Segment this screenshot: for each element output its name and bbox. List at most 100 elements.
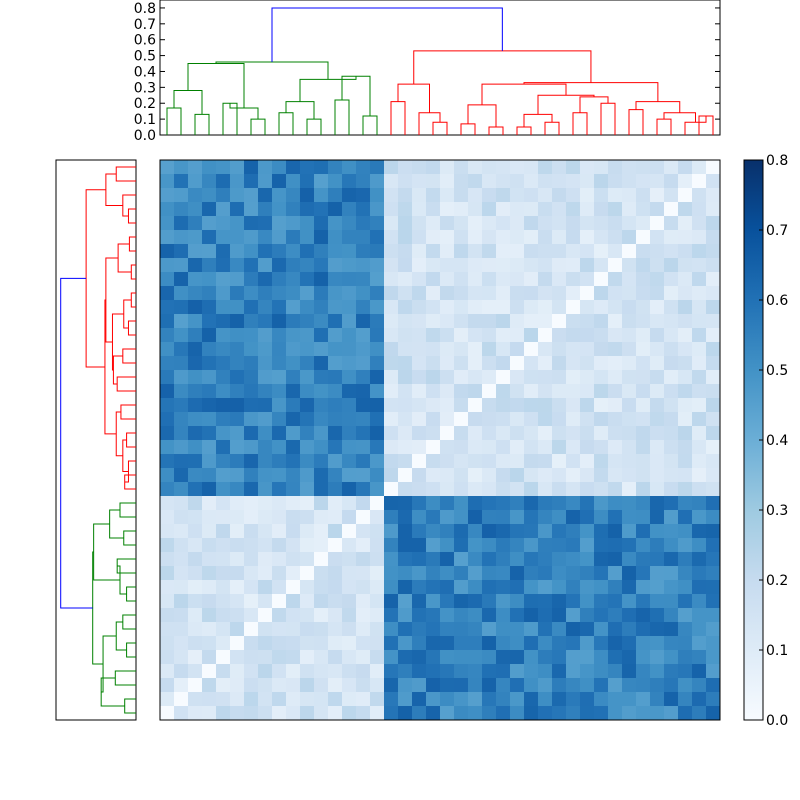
heatmap-cell — [552, 706, 567, 721]
heatmap-cell — [468, 594, 483, 609]
heatmap-cell — [244, 622, 259, 637]
heatmap-cell — [370, 454, 385, 469]
heatmap-cells — [160, 160, 721, 721]
heatmap-cell — [580, 580, 595, 595]
heatmap-cell — [174, 202, 189, 217]
heatmap-cell — [286, 440, 301, 455]
heatmap-cell — [174, 244, 189, 259]
heatmap-cell — [678, 706, 693, 721]
heatmap-cell — [440, 692, 455, 707]
heatmap-cell — [286, 384, 301, 399]
top-dendrogram-link — [460, 123, 476, 135]
heatmap-cell — [272, 188, 287, 203]
heatmap-cell — [468, 370, 483, 385]
heatmap-cell — [524, 622, 539, 637]
heatmap-cell — [524, 566, 539, 581]
heatmap-cell — [496, 538, 511, 553]
heatmap-cell — [286, 412, 301, 427]
heatmap-cell — [650, 426, 665, 441]
heatmap-cell — [384, 552, 399, 567]
heatmap-cell — [482, 440, 497, 455]
heatmap-cell — [510, 272, 525, 287]
heatmap-cell — [678, 398, 693, 413]
heatmap-cell — [482, 244, 497, 259]
heatmap-cell — [426, 398, 441, 413]
heatmap-cell — [608, 160, 623, 175]
heatmap-cell — [314, 202, 329, 217]
heatmap-cell — [650, 272, 665, 287]
left-dendrogram-link — [126, 586, 136, 602]
heatmap-cell — [566, 608, 581, 623]
left-dendrogram-link — [122, 194, 136, 217]
heatmap-cell — [174, 622, 189, 637]
heatmap-cell — [552, 636, 567, 651]
heatmap-cell — [328, 468, 343, 483]
heatmap-cell — [650, 538, 665, 553]
heatmap-cell — [174, 454, 189, 469]
heatmap-cell — [188, 300, 203, 315]
heatmap-cell — [286, 174, 301, 189]
heatmap-cell — [608, 412, 623, 427]
heatmap-cell — [454, 370, 469, 385]
top-dendrogram-link — [432, 121, 448, 135]
heatmap-cell — [566, 202, 581, 217]
top-dendrogram-link — [173, 90, 203, 115]
heatmap-cell — [244, 650, 259, 665]
heatmap-cell — [510, 454, 525, 469]
heatmap-cell — [594, 594, 609, 609]
heatmap-cell — [300, 538, 315, 553]
heatmap-cell — [608, 692, 623, 707]
heatmap-cell — [440, 426, 455, 441]
heatmap-cell — [524, 174, 539, 189]
heatmap-cell — [342, 258, 357, 273]
heatmap-cell — [160, 426, 175, 441]
heatmap-cell — [356, 650, 371, 665]
heatmap-cell — [496, 510, 511, 525]
heatmap-cell — [398, 552, 413, 567]
heatmap-cell — [342, 216, 357, 231]
heatmap-cell — [454, 650, 469, 665]
heatmap-cell — [314, 230, 329, 245]
heatmap-cell — [244, 412, 259, 427]
heatmap-cell — [412, 636, 427, 651]
heatmap-cell — [552, 594, 567, 609]
heatmap-cell — [468, 706, 483, 721]
heatmap-cell — [342, 328, 357, 343]
heatmap-cell — [160, 160, 175, 175]
heatmap-cell — [692, 272, 707, 287]
heatmap-cell — [706, 454, 721, 469]
heatmap-cell — [580, 482, 595, 497]
heatmap-cell — [580, 398, 595, 413]
heatmap-cell — [286, 454, 301, 469]
heatmap-cell — [216, 636, 231, 651]
heatmap-cell — [384, 594, 399, 609]
heatmap-cell — [454, 202, 469, 217]
left-dendrogram-link — [122, 614, 136, 630]
heatmap-cell — [594, 650, 609, 665]
heatmap-cell — [286, 328, 301, 343]
heatmap-cell — [258, 300, 273, 315]
heatmap-cell — [160, 608, 175, 623]
heatmap-cell — [538, 300, 553, 315]
heatmap-cell — [496, 412, 511, 427]
heatmap-cell — [174, 496, 189, 511]
heatmap-cell — [706, 622, 721, 637]
heatmap-cell — [370, 692, 385, 707]
heatmap-cell — [216, 356, 231, 371]
heatmap-cell — [538, 706, 553, 721]
heatmap-cell — [650, 552, 665, 567]
heatmap-cell — [440, 342, 455, 357]
heatmap-cell — [454, 510, 469, 525]
heatmap-cell — [244, 636, 259, 651]
heatmap-cell — [356, 426, 371, 441]
heatmap-cell — [454, 188, 469, 203]
heatmap-cell — [188, 440, 203, 455]
heatmap-cell — [314, 258, 329, 273]
heatmap-cell — [314, 440, 329, 455]
heatmap-cell — [272, 482, 287, 497]
heatmap-cell — [398, 216, 413, 231]
heatmap-cell — [440, 622, 455, 637]
heatmap-cell — [650, 468, 665, 483]
heatmap-cell — [328, 300, 343, 315]
heatmap-cell — [384, 370, 399, 385]
